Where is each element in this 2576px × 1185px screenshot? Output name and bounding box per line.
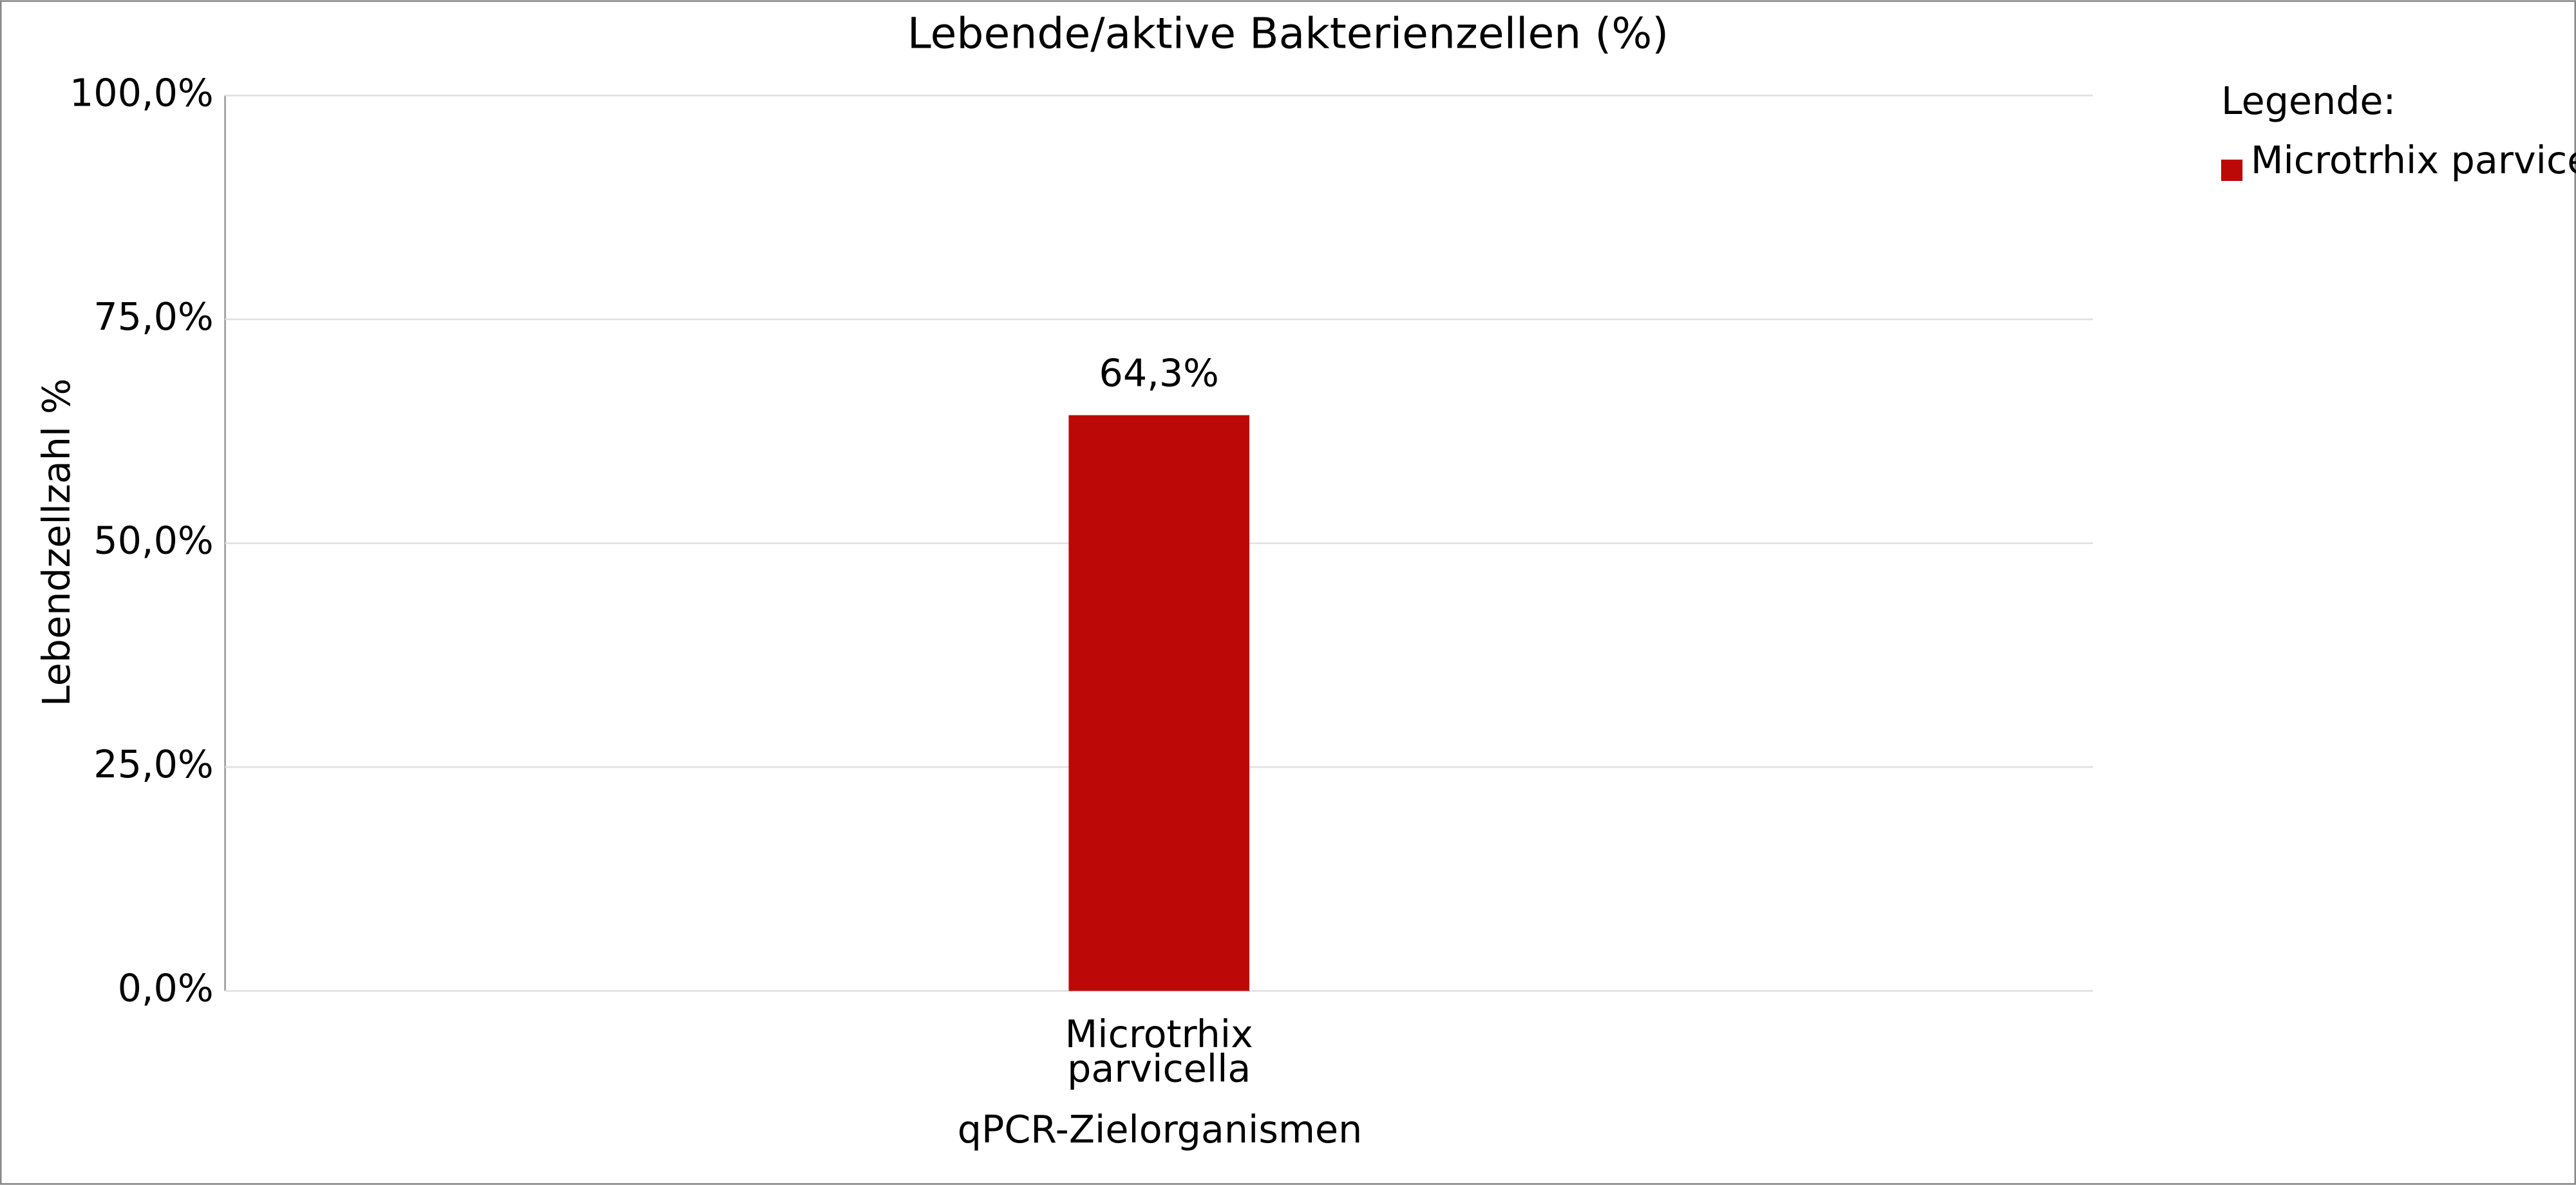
legend-title: Legende: bbox=[2221, 79, 2396, 123]
y-tick-label: 100,0% bbox=[70, 71, 214, 115]
y-tick-label: 25,0% bbox=[93, 743, 213, 786]
chart-title: Lebende/aktive Bakterienzellen (%) bbox=[907, 8, 1669, 59]
x-tick-label: Microtrhix parvicella bbox=[1065, 1012, 1253, 1091]
legend-label: Microtrhix parvicella bbox=[2251, 138, 2576, 182]
y-tick-label: 75,0% bbox=[93, 295, 213, 339]
y-tick-label: 0,0% bbox=[118, 967, 214, 1010]
legend-swatch bbox=[2221, 159, 2243, 181]
value-label: 64,3% bbox=[1099, 352, 1219, 395]
bar bbox=[1068, 415, 1250, 991]
x-axis-label: qPCR-Zielorganismen bbox=[958, 1108, 1363, 1152]
y-axis-label: Lebendzellzahl % bbox=[35, 378, 79, 706]
y-tick-label: 50,0% bbox=[93, 519, 213, 563]
